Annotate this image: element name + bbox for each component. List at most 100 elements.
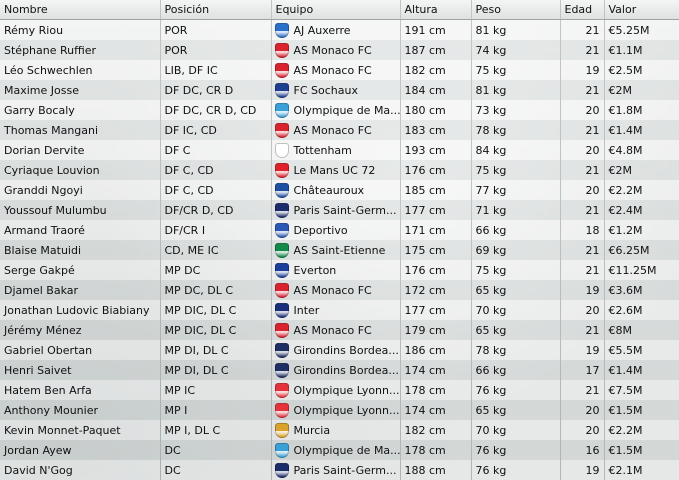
club-name[interactable]: AS Monaco FC <box>293 123 372 137</box>
club-name[interactable]: AS Saint-Etienne <box>293 243 386 257</box>
column-header-age[interactable]: Edad <box>560 0 605 20</box>
club-name[interactable]: Le Mans UC 72 <box>293 163 376 177</box>
column-header-position[interactable]: Posición <box>160 0 272 20</box>
club-name[interactable]: AS Monaco FC <box>293 323 372 337</box>
player-club: Olympique de Ma... <box>271 440 401 460</box>
table-row[interactable]: Jérémy Ménez MP DIC, DL C AS Monaco FC 179 … <box>0 320 679 340</box>
table-row[interactable]: Blaise Matuidi CD, ME IC AS Saint-Etienne 1… <box>0 240 679 260</box>
player-age: 19 <box>560 340 605 360</box>
player-value: €2.4M <box>604 200 679 220</box>
club-name[interactable]: Deportivo <box>293 223 348 237</box>
table-row[interactable]: Gabriel Obertan MP DI, DL C Girondins Bord… <box>0 340 679 360</box>
table-row[interactable]: Anthony Mounier MP I Olympique Lyonn... 174… <box>0 400 679 420</box>
player-height: 178 cm <box>400 380 472 400</box>
club-name[interactable]: Olympique Lyonn... <box>293 403 400 417</box>
player-position: MP DIC, DL C <box>160 300 272 320</box>
player-name: Henri Saivet <box>0 360 161 380</box>
column-header-weight[interactable]: Peso <box>471 0 561 20</box>
club-name[interactable]: Everton <box>293 263 337 277</box>
club-name[interactable]: Olympique de Ma... <box>293 443 400 457</box>
player-height: 175 cm <box>400 240 472 260</box>
player-position: DF DC, CR D, CD <box>160 100 272 120</box>
player-height: 182 cm <box>400 420 472 440</box>
player-weight: 65 kg <box>471 400 561 420</box>
club-name[interactable]: Paris Saint-Germ... <box>293 463 397 477</box>
psg-crest-icon <box>274 202 289 218</box>
club-name[interactable]: Inter <box>293 303 320 317</box>
player-name: Jonathan Ludovic Biabiany <box>0 300 161 320</box>
player-weight: 81 kg <box>471 19 561 40</box>
player-weight: 76 kg <box>471 380 561 400</box>
bordeaux-crest-icon <box>274 362 289 378</box>
club-name[interactable]: Murcia <box>293 423 331 437</box>
player-value: €5.5M <box>604 340 679 360</box>
table-row[interactable]: Granddi Ngoyi DF C, CD Châteauroux 185 cm 77… <box>0 180 679 200</box>
player-club: Châteauroux <box>271 180 401 200</box>
player-position: MP DC <box>160 260 272 280</box>
player-weight: 76 kg <box>471 440 561 460</box>
player-age: 17 <box>560 360 605 380</box>
monaco-crest-icon <box>274 62 289 78</box>
column-header-height[interactable]: Altura <box>400 0 472 20</box>
bordeaux-crest-icon <box>274 342 289 358</box>
player-age: 21 <box>560 200 605 220</box>
player-height: 188 cm <box>400 460 472 480</box>
column-header-club[interactable]: Equipo <box>271 0 401 20</box>
player-weight: 75 kg <box>471 260 561 280</box>
table-row[interactable]: Serge Gakpé MP DC Everton 176 cm 75 kg 21 €11.… <box>0 260 679 280</box>
player-value: €2M <box>604 80 679 100</box>
table-row[interactable]: Armand Traoré DF/CR I Deportivo 171 cm 66 kg… <box>0 220 679 240</box>
player-age: 18 <box>560 220 605 240</box>
player-weight: 70 kg <box>471 420 561 440</box>
player-weight: 66 kg <box>471 220 561 240</box>
player-position: MP DC, DL C <box>160 280 272 300</box>
player-name: Rémy Riou <box>0 19 161 40</box>
player-position: POR <box>160 40 272 60</box>
player-weight: 71 kg <box>471 200 561 220</box>
table-row[interactable]: Rémy Riou POR AJ Auxerre 191 cm 81 kg 21 €5.25… <box>0 19 679 40</box>
player-age: 21 <box>560 160 605 180</box>
club-name[interactable]: Châteauroux <box>293 183 365 197</box>
table-row[interactable]: Dorian Dervite DF C Tottenham 193 cm 84 kg 20… <box>0 140 679 160</box>
table-row[interactable]: Cyriaque Louvion DF C, CD Le Mans UC 72 176… <box>0 160 679 180</box>
club-name[interactable]: Olympique Lyonn... <box>293 383 400 397</box>
player-height: 182 cm <box>400 60 472 80</box>
club-name[interactable]: Olympique de Ma... <box>293 103 400 117</box>
club-name[interactable]: AJ Auxerre <box>293 23 351 37</box>
table-row[interactable]: Léo Schwechlen LIB, DF IC AS Monaco FC 182 … <box>0 60 679 80</box>
player-club: FC Sochaux <box>271 80 401 100</box>
table-row[interactable]: Garry Bocaly DF DC, CR D, CD Olympique de … <box>0 100 679 120</box>
table-row[interactable]: Jonathan Ludovic Biabiany MP DIC, DL C Int… <box>0 300 679 320</box>
club-name[interactable]: AS Monaco FC <box>293 63 372 77</box>
table-row[interactable]: Youssouf Mulumbu DF/CR D, CD Paris Saint-G… <box>0 200 679 220</box>
player-club: AJ Auxerre <box>271 19 401 40</box>
club-name[interactable]: AS Monaco FC <box>293 283 372 297</box>
club-name[interactable]: AS Monaco FC <box>293 43 372 57</box>
player-height: 180 cm <box>400 100 472 120</box>
club-name[interactable]: Paris Saint-Germ... <box>293 203 397 217</box>
deportivo-crest-icon <box>274 222 289 238</box>
table-row[interactable]: Stéphane Ruffier POR AS Monaco FC 187 cm 74 … <box>0 40 679 60</box>
marseille-crest-icon <box>274 442 289 458</box>
club-name[interactable]: Girondins Bordea... <box>293 343 399 357</box>
player-position: MP I <box>160 400 272 420</box>
player-position: DF DC, CR D <box>160 80 272 100</box>
club-name[interactable]: FC Sochaux <box>293 83 358 97</box>
table-row[interactable]: Kevin Monnet-Paquet MP I, DL C Murcia 182 c… <box>0 420 679 440</box>
table-row[interactable]: Djamel Bakar MP DC, DL C AS Monaco FC 172 c… <box>0 280 679 300</box>
lemans-crest-icon <box>274 162 289 178</box>
table-row[interactable]: Thomas Mangani DF IC, CD AS Monaco FC 183 c… <box>0 120 679 140</box>
club-name[interactable]: Tottenham <box>293 143 352 157</box>
player-weight: 70 kg <box>471 300 561 320</box>
table-row[interactable]: Henri Saivet MP DI, DL C Girondins Bordea.… <box>0 360 679 380</box>
player-weight: 65 kg <box>471 320 561 340</box>
column-header-value[interactable]: Valor <box>604 0 679 20</box>
table-row[interactable]: Jordan Ayew DC Olympique de Ma... 178 cm 76 … <box>0 440 679 460</box>
table-row[interactable]: Hatem Ben Arfa MP IC Olympique Lyonn... 178… <box>0 380 679 400</box>
table-row[interactable]: Maxime Josse DF DC, CR D FC Sochaux 184 cm 8… <box>0 80 679 100</box>
club-name[interactable]: Girondins Bordea... <box>293 363 399 377</box>
table-row[interactable]: David N'Gog DC Paris Saint-Germ... 188 cm 76… <box>0 460 679 480</box>
player-height: 185 cm <box>400 180 472 200</box>
player-position: MP DI, DL C <box>160 360 272 380</box>
column-header-name[interactable]: Nombre <box>0 0 161 20</box>
